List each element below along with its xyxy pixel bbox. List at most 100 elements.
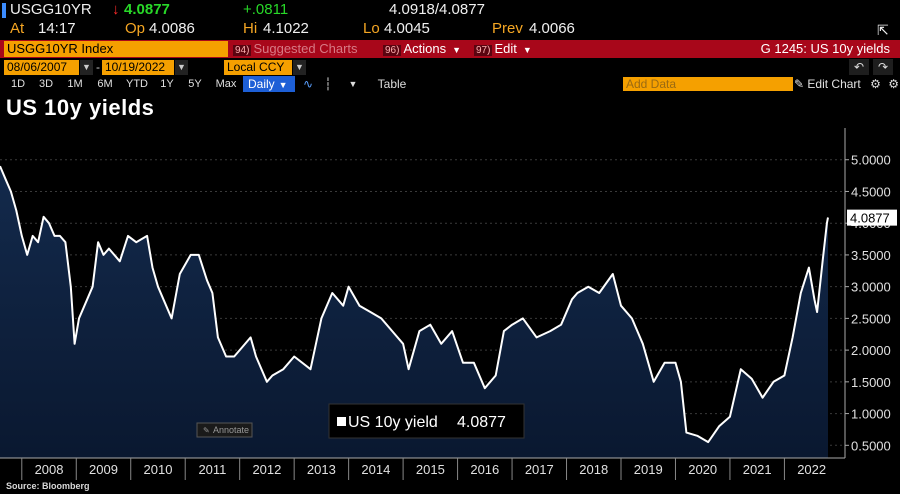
last-value-text: 4.0877 (850, 211, 890, 226)
y-tick-label: 4.5000 (851, 184, 891, 199)
chevron-down-icon: ▼ (278, 80, 288, 90)
chevron-down-icon: ▼ (452, 45, 462, 55)
gear-icon[interactable]: ⚙ (888, 77, 899, 91)
date-range-bar: 08/06/2007 ▼ - 10/19/2022 ▼ Local CCY ▼ … (0, 59, 900, 76)
legend-box (328, 403, 525, 439)
end-date-dropdown-icon[interactable]: ▼ (175, 60, 188, 75)
currency-select[interactable]: Local CCY (224, 60, 292, 75)
start-date-dropdown-icon[interactable]: ▼ (80, 60, 93, 75)
x-tick-label: 2016 (470, 462, 499, 477)
annotate-label: Annotate (213, 425, 249, 435)
period-ytd[interactable]: YTD (126, 78, 148, 90)
y-tick-label: 2.5000 (851, 311, 891, 326)
bid-ask: 4.0918/4.0877 (389, 1, 485, 18)
currency-dropdown-icon[interactable]: ▼ (293, 60, 306, 75)
table-button[interactable]: Table (377, 77, 407, 91)
y-tick-label: 5.0000 (851, 153, 891, 168)
edit-chart-label: Edit Chart (807, 77, 861, 91)
edit-chart-button[interactable]: ✎ Edit Chart ⚙ ⚙ (794, 76, 899, 92)
suggested-charts-label: Suggested Charts (253, 41, 358, 56)
edit-label: Edit (494, 41, 517, 56)
edit-menu[interactable]: 97) Edit ▼ (474, 40, 532, 58)
x-tick-label: 2014 (361, 462, 390, 477)
actions-menu[interactable]: 96) Actions ▼ (383, 40, 461, 58)
y-tick-label: 0.5000 (851, 438, 891, 453)
pencil-icon: ✎ (203, 426, 210, 435)
legend-swatch (337, 417, 346, 426)
suggested-charts-menu[interactable]: 94) Suggested Charts (233, 40, 358, 58)
security-field[interactable]: USGG10YR Index (4, 41, 228, 57)
yield-line (0, 165, 829, 444)
high-value: 4.1022 (263, 20, 309, 37)
prev-label: Prev (492, 20, 523, 37)
y-tick-label: 3.5000 (851, 248, 891, 263)
ticker-marker (2, 3, 6, 18)
x-tick-label: 2018 (579, 462, 608, 477)
frequency-label: Daily (248, 77, 275, 91)
period-max[interactable]: Max (215, 78, 237, 90)
x-tick-label: 2013 (307, 462, 336, 477)
legend-last-value: 4.0877 (457, 414, 506, 431)
last-value-label: 4.0877 (847, 209, 897, 226)
period-1y[interactable]: 1Y (160, 78, 174, 90)
period-1d[interactable]: 1D (10, 78, 26, 90)
high-label: Hi (243, 20, 258, 37)
period-6m[interactable]: 6M (97, 78, 113, 90)
period-5y[interactable]: 5Y (188, 78, 202, 90)
y-tick-label: 3.0000 (851, 280, 891, 295)
x-tick-label: 2015 (416, 462, 445, 477)
undo-icon[interactable]: ↶ (849, 59, 869, 75)
x-tick-label: 2017 (525, 462, 554, 477)
line-chart-icon[interactable]: ∿ (302, 77, 314, 91)
legend-series-name: US 10y yield (348, 414, 438, 431)
edit-number: 97) (474, 45, 493, 56)
end-date-input[interactable]: 10/19/2022 (102, 60, 174, 75)
open-label: Op (125, 20, 146, 37)
x-tick-label: 2011 (198, 462, 226, 477)
command-bar: USGG10YR Index 94) Suggested Charts 96) Ac… (0, 40, 900, 58)
x-tick-label: 2009 (89, 462, 118, 477)
chart-type-dropdown-icon[interactable]: ▼ (348, 79, 358, 89)
actions-label: Actions (403, 41, 447, 56)
x-tick-label: 2022 (797, 462, 826, 477)
settings-icon[interactable]: ⚙ (870, 77, 881, 91)
redo-icon[interactable]: ↷ (873, 59, 893, 75)
bar-chart-icon[interactable]: ┆ (324, 77, 332, 91)
ticker-symbol[interactable]: USGG10YR (10, 1, 92, 18)
frequency-select[interactable]: Daily ▼ (243, 76, 295, 92)
pencil-icon: ✎ (794, 77, 805, 91)
period-bar: 1D 3D 1M 6M YTD 1Y 5Y Max Daily ▼ ∿ ┆ ▼ T… (0, 76, 900, 92)
actions-number: 96) (383, 45, 402, 56)
x-tick-label: 2008 (35, 462, 64, 477)
x-tick-label: 2012 (252, 462, 281, 477)
y-tick-label: 2.0000 (851, 343, 891, 358)
x-tick-label: 2010 (144, 462, 173, 477)
source-note: Source: Bloomberg (6, 481, 90, 491)
annotate-button[interactable]: ✎ Annotate (196, 422, 253, 438)
open-value: 4.0086 (149, 20, 195, 37)
popout-icon[interactable]: ⇱ (877, 22, 889, 38)
last-price: 4.0877 (124, 1, 170, 18)
start-date-input[interactable]: 08/06/2007 (4, 60, 79, 75)
x-tick-label: 2019 (634, 462, 663, 477)
time-label: At (10, 20, 25, 37)
chevron-down-icon: ▼ (522, 45, 532, 55)
add-data-input[interactable]: Add Data (623, 77, 793, 91)
chart-id: G 1245: US 10y yields (760, 41, 890, 56)
prev-value: 4.0066 (529, 20, 575, 37)
low-label: Lo (363, 20, 380, 37)
period-3d[interactable]: 3D (38, 78, 54, 90)
x-tick-label: 2021 (743, 462, 772, 477)
y-tick-label: 1.5000 (851, 375, 891, 390)
chart-title: US 10y yields (6, 95, 155, 120)
date-separator: - (96, 60, 100, 74)
quote-detail-row: At 14:17 Op 4.0086 Hi 4.1022 Lo 4.0045 P… (0, 19, 900, 39)
low-value: 4.0045 (384, 20, 430, 37)
legend: US 10y yield 4.0877 (328, 403, 525, 439)
period-1m[interactable]: 1M (67, 78, 83, 90)
quote-header-row: USGG10YR ↓ 4.0877 +.0811 4.0918/4.0877 (0, 0, 900, 20)
last-value-box (847, 209, 897, 226)
yield-area (0, 166, 828, 458)
quote-time: 14:17 (38, 20, 76, 37)
